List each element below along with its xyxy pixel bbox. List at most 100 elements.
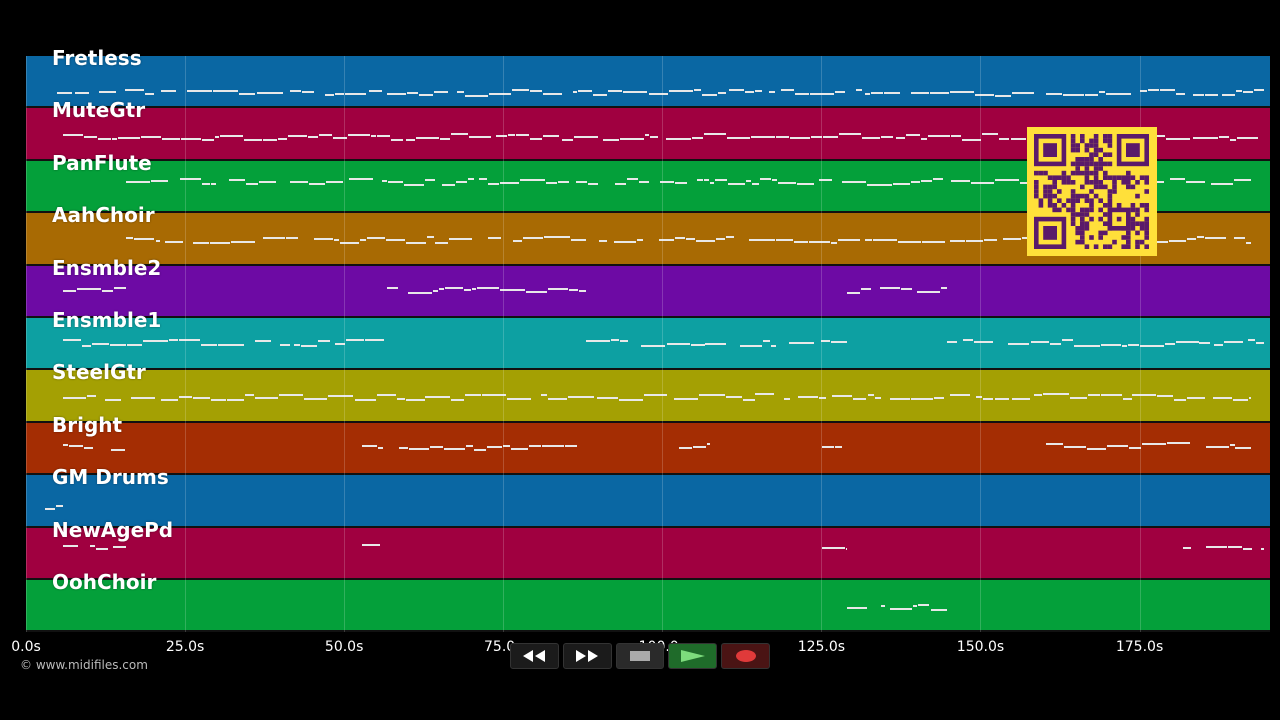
note [889, 607, 913, 610]
note [512, 240, 523, 243]
fast-forward-button[interactable] [562, 643, 612, 669]
note [63, 133, 83, 136]
note [927, 134, 951, 137]
note [1234, 447, 1251, 450]
note [1223, 341, 1244, 344]
note [96, 548, 108, 551]
note [728, 183, 746, 186]
note [762, 339, 770, 342]
note [1107, 445, 1128, 448]
note [946, 340, 957, 343]
note [841, 181, 867, 184]
note [416, 136, 439, 139]
note [1123, 398, 1132, 401]
note [495, 134, 507, 137]
note [659, 239, 675, 242]
note [949, 240, 965, 243]
note [332, 136, 347, 139]
note [627, 178, 639, 181]
record-button[interactable] [721, 643, 770, 669]
note [186, 89, 213, 92]
note [525, 290, 547, 293]
note [396, 398, 405, 401]
note [361, 445, 377, 448]
note [1043, 393, 1069, 396]
copyright-text: © www.midifiles.com [20, 658, 148, 672]
note [984, 239, 997, 242]
time-tick-label: 150.0s [956, 639, 1005, 655]
note [1011, 397, 1031, 400]
note [839, 133, 862, 136]
note [507, 133, 516, 136]
note [354, 398, 376, 401]
note [547, 287, 568, 290]
note [1198, 341, 1211, 344]
note [820, 339, 831, 342]
note [160, 90, 176, 93]
note [425, 178, 435, 181]
note [675, 236, 686, 239]
note [930, 91, 950, 94]
note [334, 92, 345, 95]
note [1132, 393, 1156, 396]
note [407, 91, 419, 94]
note [974, 93, 995, 96]
note [744, 90, 754, 93]
note [1174, 398, 1186, 401]
note [456, 180, 467, 183]
note [69, 444, 83, 447]
note [1002, 238, 1021, 241]
note [529, 444, 542, 447]
note [371, 134, 376, 137]
qr-code-icon[interactable] [1027, 127, 1157, 256]
note [246, 183, 258, 186]
note [125, 89, 144, 92]
play-button[interactable] [668, 643, 718, 669]
note [1012, 91, 1035, 94]
note [971, 181, 994, 184]
note [117, 136, 140, 139]
stop-button[interactable] [615, 643, 665, 669]
note [155, 240, 160, 243]
note [855, 89, 862, 92]
note [444, 287, 464, 290]
note [141, 135, 162, 138]
stop-icon [629, 651, 650, 661]
note [811, 135, 822, 138]
note [933, 396, 944, 399]
grid-line [1139, 56, 1141, 632]
note [376, 393, 396, 396]
note [63, 545, 79, 548]
note [822, 547, 846, 550]
note [89, 545, 96, 548]
note [1128, 344, 1140, 347]
note [192, 241, 209, 244]
note [759, 178, 772, 181]
note [613, 240, 636, 243]
rewind-button[interactable] [510, 643, 559, 669]
note [200, 344, 218, 347]
note [749, 238, 775, 241]
note [398, 446, 408, 449]
note [913, 605, 918, 608]
note [585, 339, 611, 342]
note [728, 89, 744, 92]
note [545, 181, 557, 184]
note [542, 135, 560, 138]
note [726, 236, 734, 239]
note [705, 342, 726, 345]
note [783, 398, 790, 401]
note [1193, 137, 1219, 140]
note [623, 90, 647, 93]
note [1186, 180, 1206, 183]
note [975, 395, 982, 398]
note [1236, 136, 1258, 139]
note [835, 446, 843, 449]
note [1160, 89, 1176, 92]
note [780, 89, 794, 92]
note [1261, 547, 1264, 550]
note [44, 507, 55, 510]
note [1128, 446, 1141, 449]
grid-line [185, 56, 187, 632]
note [743, 398, 755, 401]
